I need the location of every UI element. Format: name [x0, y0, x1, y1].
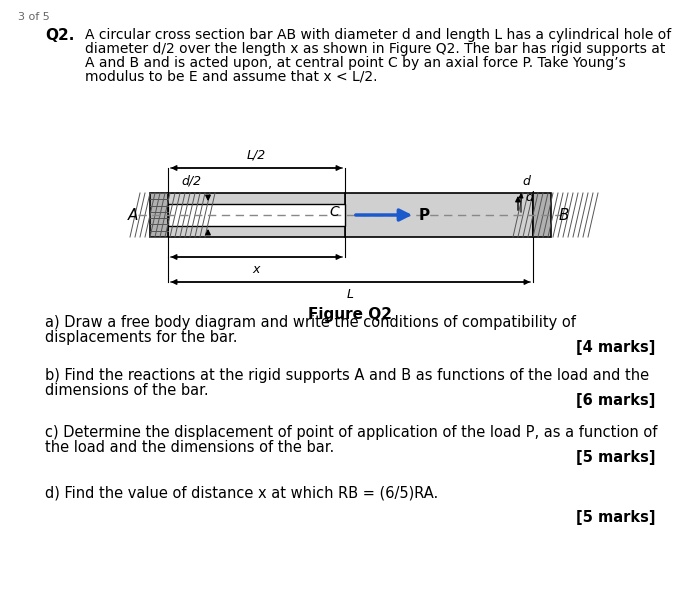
Text: L/2: L/2	[247, 149, 266, 162]
Text: C: C	[329, 205, 339, 219]
Text: displacements for the bar.: displacements for the bar.	[45, 330, 237, 345]
Text: A: A	[127, 207, 138, 223]
Text: A circular cross section bar AB with diameter d and length L has a cylindrical h: A circular cross section bar AB with dia…	[85, 28, 671, 42]
Text: b) Find the reactions at the rigid supports A and B as functions of the load and: b) Find the reactions at the rigid suppo…	[45, 368, 649, 383]
Bar	[150, 193, 168, 237]
Text: modulus to be E and assume that x < L/2.: modulus to be E and assume that x < L/2.	[85, 70, 377, 84]
Text: x: x	[253, 263, 260, 276]
Text: d) Find the value of distance x at which RB = (6/5)RA.: d) Find the value of distance x at which…	[45, 485, 438, 500]
Text: [4 marks]: [4 marks]	[575, 340, 655, 355]
Text: d: d	[522, 175, 530, 188]
Bar	[168, 204, 345, 226]
Text: [5 marks]: [5 marks]	[575, 450, 655, 465]
Text: P: P	[419, 207, 430, 223]
Bar	[533, 193, 551, 237]
Text: a) Draw a free body diagram and write the conditions of compatibility of: a) Draw a free body diagram and write th…	[45, 315, 576, 330]
Text: c) Determine the displacement of point of application of the load P, as a functi: c) Determine the displacement of point o…	[45, 425, 657, 440]
Text: diameter d/2 over the length x as shown in Figure Q2. The bar has rigid supports: diameter d/2 over the length x as shown …	[85, 42, 666, 56]
Text: [6 marks]: [6 marks]	[575, 393, 655, 408]
Text: 3 of 5: 3 of 5	[18, 12, 50, 22]
Text: B: B	[559, 207, 570, 223]
Bar	[168, 193, 345, 237]
Text: d: d	[525, 191, 533, 204]
Text: Q2.: Q2.	[45, 28, 74, 43]
Text: Figure Q2: Figure Q2	[308, 307, 392, 322]
Text: A and B and is acted upon, at central point C by an axial force P. Take Young’s: A and B and is acted upon, at central po…	[85, 56, 626, 70]
Text: [5 marks]: [5 marks]	[575, 510, 655, 525]
Text: d/2: d/2	[181, 175, 201, 188]
Text: the load and the dimensions of the bar.: the load and the dimensions of the bar.	[45, 440, 335, 455]
Text: dimensions of the bar.: dimensions of the bar.	[45, 383, 209, 398]
Text: L: L	[347, 288, 354, 301]
Bar	[345, 193, 533, 237]
